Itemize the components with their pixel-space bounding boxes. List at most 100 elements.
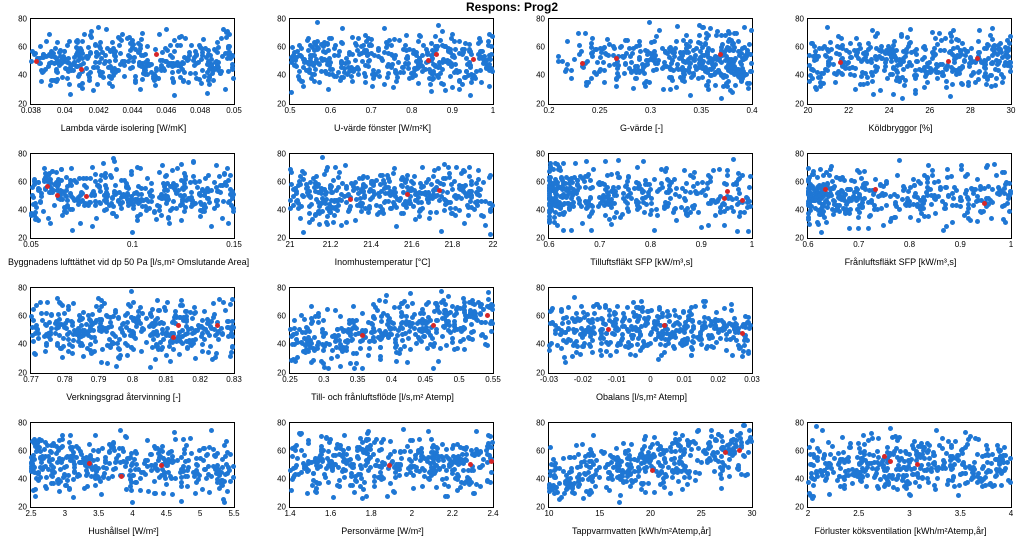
data-point bbox=[968, 218, 973, 223]
data-point bbox=[295, 355, 300, 360]
data-point bbox=[706, 173, 711, 178]
data-point bbox=[835, 191, 840, 196]
data-point bbox=[353, 58, 358, 63]
data-point bbox=[65, 184, 70, 189]
data-point bbox=[672, 332, 677, 337]
data-point bbox=[704, 36, 709, 41]
data-point bbox=[681, 310, 686, 315]
data-point bbox=[340, 26, 345, 31]
data-point bbox=[412, 174, 417, 179]
data-point bbox=[652, 177, 657, 182]
data-point bbox=[994, 173, 999, 178]
data-point bbox=[34, 303, 39, 308]
data-point bbox=[690, 347, 695, 352]
data-point bbox=[635, 342, 640, 347]
data-point bbox=[128, 66, 133, 71]
data-point bbox=[122, 74, 127, 79]
data-point bbox=[443, 302, 448, 307]
data-point bbox=[317, 62, 322, 67]
data-point bbox=[206, 173, 211, 178]
data-point bbox=[93, 483, 98, 488]
data-point bbox=[622, 71, 627, 76]
data-point bbox=[153, 357, 158, 362]
data-point bbox=[884, 179, 889, 184]
y-tick-label: 80 bbox=[256, 15, 286, 24]
data-point bbox=[623, 62, 628, 67]
data-point bbox=[290, 45, 295, 50]
data-point bbox=[76, 472, 81, 477]
data-point bbox=[933, 36, 938, 41]
data-point bbox=[926, 214, 931, 219]
data-point bbox=[70, 228, 75, 233]
data-point bbox=[725, 173, 730, 178]
data-point bbox=[100, 446, 105, 451]
data-point bbox=[455, 346, 460, 351]
data-point bbox=[713, 213, 718, 218]
data-point bbox=[325, 307, 330, 312]
data-point bbox=[50, 457, 55, 462]
data-point bbox=[478, 68, 483, 73]
data-point bbox=[748, 174, 753, 179]
data-point bbox=[301, 230, 306, 235]
y-tick-label: 20 bbox=[256, 234, 286, 243]
data-point bbox=[118, 428, 123, 433]
data-point bbox=[413, 332, 418, 337]
data-point bbox=[160, 50, 165, 55]
data-point bbox=[164, 353, 169, 358]
data-point bbox=[913, 91, 918, 96]
data-point bbox=[742, 338, 747, 343]
data-point bbox=[821, 209, 826, 214]
data-point bbox=[143, 186, 148, 191]
data-point bbox=[48, 221, 53, 226]
data-point bbox=[444, 343, 449, 348]
x-axis-label: Verkningsgrad återvinning [-] bbox=[8, 392, 239, 402]
data-point bbox=[884, 203, 889, 208]
data-point bbox=[306, 48, 311, 53]
data-point bbox=[873, 34, 878, 39]
data-point bbox=[448, 200, 453, 205]
data-point bbox=[96, 25, 101, 30]
data-point bbox=[145, 176, 150, 181]
data-point bbox=[736, 177, 741, 182]
data-point bbox=[411, 181, 416, 186]
data-point bbox=[848, 41, 853, 46]
highlight-point bbox=[360, 333, 365, 338]
data-point bbox=[634, 180, 639, 185]
data-point bbox=[332, 46, 337, 51]
data-point bbox=[705, 186, 710, 191]
data-point bbox=[44, 311, 49, 316]
data-point bbox=[93, 339, 98, 344]
data-point bbox=[704, 346, 709, 351]
data-point bbox=[197, 448, 202, 453]
data-point bbox=[891, 92, 896, 97]
data-point bbox=[186, 80, 191, 85]
data-point bbox=[360, 201, 365, 206]
data-point bbox=[649, 196, 654, 201]
data-point bbox=[30, 185, 35, 190]
data-point bbox=[362, 71, 367, 76]
data-point bbox=[647, 20, 652, 25]
data-point bbox=[89, 351, 94, 356]
data-point bbox=[203, 46, 208, 51]
data-point bbox=[714, 310, 719, 315]
data-point bbox=[930, 168, 935, 173]
data-point bbox=[829, 164, 834, 169]
data-point bbox=[1005, 201, 1010, 206]
data-point bbox=[201, 37, 206, 42]
data-point bbox=[131, 206, 136, 211]
data-point bbox=[667, 313, 672, 318]
data-point bbox=[611, 44, 616, 49]
data-point bbox=[547, 348, 552, 353]
data-point bbox=[837, 45, 842, 50]
data-point bbox=[861, 82, 866, 87]
data-point bbox=[90, 224, 95, 229]
data-point bbox=[117, 446, 122, 451]
data-point bbox=[620, 332, 625, 337]
data-point bbox=[815, 220, 820, 225]
data-point bbox=[163, 308, 168, 313]
data-point bbox=[221, 300, 226, 305]
data-point bbox=[989, 61, 994, 66]
data-point bbox=[840, 72, 845, 77]
data-point bbox=[332, 213, 337, 218]
data-point bbox=[111, 73, 116, 78]
